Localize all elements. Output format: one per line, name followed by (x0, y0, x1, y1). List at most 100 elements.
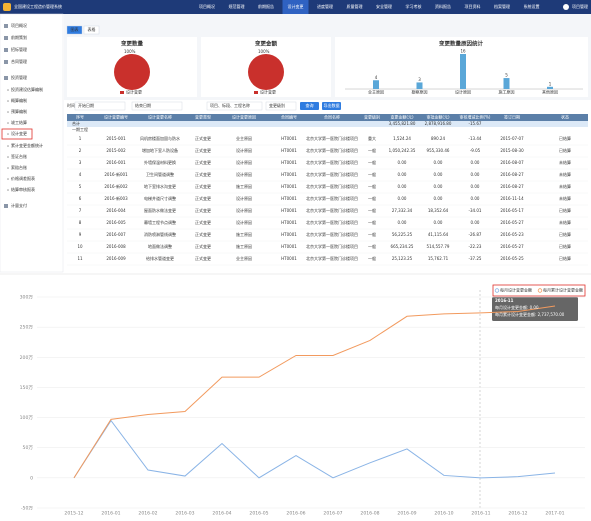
cell: 设计原因 (236, 207, 252, 213)
sidebar-item[interactable]: 竣工结算 (11, 119, 27, 125)
nav-item[interactable]: 设计变更 (288, 3, 304, 9)
cell: 外墙保温材料更换 (144, 159, 176, 165)
cell: 已结算 (559, 255, 571, 261)
button[interactable] (300, 102, 319, 110)
cell: 7 (79, 208, 82, 213)
cell: 已结算 (559, 207, 571, 213)
filter-input[interactable] (74, 101, 126, 111)
filter-input[interactable] (131, 101, 183, 111)
filter-input[interactable] (206, 101, 263, 111)
column-header: 状态 (561, 114, 569, 120)
filter-placeholder[interactable]: 结束日期 (135, 102, 151, 108)
cell: 一般 (368, 207, 376, 213)
cell: 4 (79, 172, 82, 177)
cell: 正式变更 (195, 195, 211, 201)
filter-input[interactable] (265, 101, 297, 111)
cell: 地面做法调整 (148, 243, 172, 249)
button-label[interactable]: 查询 (306, 102, 314, 108)
tab[interactable] (66, 25, 83, 35)
cell: 电梯井道尺寸调整 (144, 195, 176, 201)
cell: 2016-新001 (104, 171, 128, 177)
x-tick-label: 2016-07 (323, 511, 342, 517)
sidebar-dot (7, 178, 9, 180)
nav-item[interactable]: 项目概况 (199, 3, 215, 9)
button[interactable] (322, 102, 341, 110)
cell: 514,557.79 (427, 244, 450, 249)
cell: 0.00 (398, 220, 407, 225)
legend-marker (537, 288, 543, 293)
cell: 2016-05-23 (500, 232, 524, 237)
cell: 北京大学第一医院门诊楼项目 (306, 219, 358, 225)
cell: 业主原因 (236, 255, 252, 261)
cell: 1,524.24 (393, 136, 411, 141)
nav-item[interactable]: 项目资料 (465, 3, 481, 9)
cell: 一般 (368, 171, 376, 177)
column-header: 合同名称 (324, 114, 340, 120)
cell: 1,050,242.35 (389, 148, 416, 153)
tab-label[interactable]: 图表 (71, 26, 79, 32)
legend-label: 设计变更 (260, 89, 276, 95)
sidebar-item[interactable]: 项目概况 (11, 22, 27, 28)
cell: 设计原因 (236, 219, 252, 225)
cell: 2015-07-07 (500, 136, 524, 141)
pie-slice (248, 54, 284, 90)
cell: 北京大学第一医院门诊楼项目 (306, 195, 358, 201)
sidebar-dot (7, 156, 9, 158)
nav-item[interactable]: 档案管理 (494, 3, 510, 9)
cell: 2016-05-25 (500, 256, 524, 261)
tab[interactable] (83, 25, 100, 35)
sidebar-item[interactable]: 预算编制 (11, 108, 27, 114)
sidebar-item[interactable]: 合同管理 (11, 58, 27, 64)
nav-item[interactable]: 安全管理 (376, 3, 392, 9)
sidebar-item[interactable]: 索赔台账 (11, 164, 27, 170)
sidebar-item[interactable]: 投资管理 (11, 74, 27, 80)
y-tick-label: 50万 (23, 445, 34, 451)
sidebar-item[interactable]: 结算审核报表 (11, 186, 35, 192)
legend-swatch (254, 91, 258, 94)
tab-label[interactable]: 表格 (88, 26, 96, 32)
user-icon (563, 4, 569, 10)
sidebar-item[interactable]: 设计变更 (11, 130, 27, 136)
sidebar-item[interactable]: 招标管理 (11, 46, 27, 52)
sidebar-dot (7, 89, 9, 91)
cell: 1 (79, 136, 82, 141)
cell: 未结算 (559, 219, 571, 225)
cell: 2016-11-14 (500, 196, 524, 201)
filter-placeholder[interactable]: 变更级别 (269, 102, 285, 108)
cell: -15.67 (469, 121, 482, 126)
sidebar-dot (7, 133, 9, 135)
cell: 2016-05-27 (500, 244, 524, 249)
nav-item[interactable]: 资料报告 (435, 3, 451, 9)
sidebar-item[interactable]: 前期策划 (11, 34, 27, 40)
cell: 正式变更 (195, 207, 211, 213)
filter-placeholder[interactable]: 项目、标段、工程名称 (210, 102, 250, 108)
total-row (67, 121, 588, 127)
nav-item[interactable]: 进度管理 (317, 3, 333, 9)
nav-item[interactable]: 系统设置 (524, 3, 540, 9)
x-tick-label: 2016-08 (360, 511, 379, 517)
button-label[interactable]: 导出数据 (324, 102, 340, 108)
sidebar-item[interactable]: 投资建设估算编制 (11, 86, 43, 92)
y-tick-label: 0 (30, 475, 33, 481)
sidebar-item[interactable]: 累计变更金额统计 (11, 142, 43, 148)
y-tick-label: 150万 (20, 385, 34, 391)
sidebar-item[interactable]: 概算编制 (11, 97, 27, 103)
nav-item[interactable]: 规范管理 (229, 3, 245, 9)
cell: 施工原因 (236, 183, 252, 189)
sidebar-item[interactable]: 计量支付 (11, 202, 27, 208)
sidebar-item[interactable]: 价格调差报表 (11, 175, 35, 181)
user-name[interactable]: 项目管理 (572, 3, 588, 9)
cell: 5 (79, 184, 82, 189)
x-tick-label: 2015-12 (64, 511, 83, 517)
nav-item[interactable]: 前期报告 (258, 3, 274, 9)
sidebar-dot (7, 122, 9, 124)
nav-item[interactable]: 学习考核 (406, 3, 422, 9)
nav-item[interactable]: 质量管理 (347, 3, 363, 9)
group-row: 一期工程 (72, 126, 88, 132)
cell: 2016-005 (106, 220, 126, 225)
cell: 设计原因 (236, 171, 252, 177)
cell: 风机房楼面加固与防水 (140, 135, 180, 141)
sidebar-item[interactable]: 签证台账 (11, 153, 27, 159)
column-header: 设计变更名称 (148, 114, 172, 120)
filter-placeholder[interactable]: 开始日期 (78, 102, 94, 108)
